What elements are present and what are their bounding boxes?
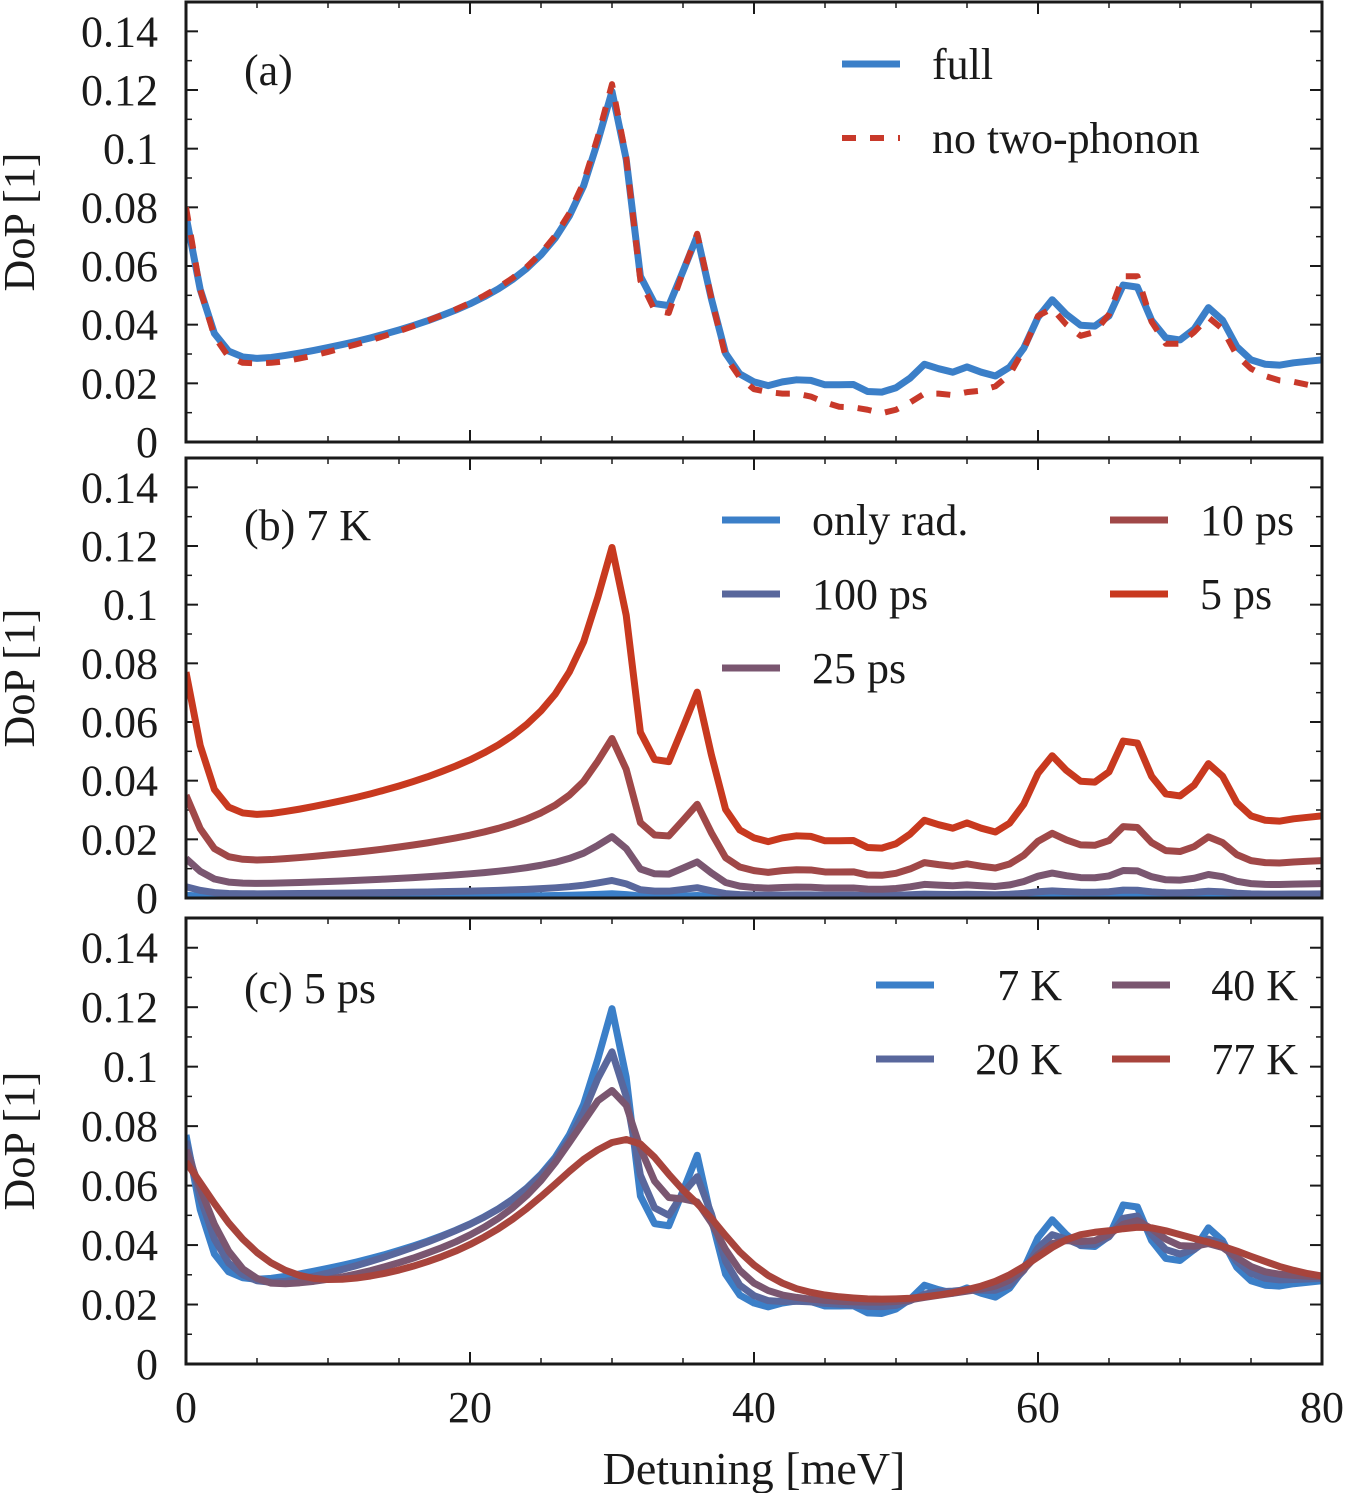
y-tick-label: 0.12 (81, 522, 158, 571)
y-tick-label: 0.02 (81, 359, 158, 408)
y-tick-label: 0.14 (81, 924, 158, 973)
y-tick-label: 0.08 (81, 1102, 158, 1151)
legend-label: 10 ps (1200, 496, 1294, 545)
panel-c: 0 0.02 0.04 0.06 0.08 0.1 0.12 0.14 DoP [1] 0 20 40… (0, 916, 1344, 1432)
y-tick-label: 0.1 (103, 125, 158, 174)
y-tick-label: 0.02 (81, 815, 158, 864)
series-line-10-ps (186, 735, 1322, 879)
x-tick-label: 0 (175, 1383, 197, 1432)
y-tick-label: 0.06 (81, 698, 158, 747)
legend: only rad. 100 ps 25 ps 10 ps 5 ps (722, 496, 1294, 693)
panel-label: (a) (244, 46, 293, 95)
series-line-25-ps (186, 833, 1322, 893)
y-tick-label: 0.06 (81, 1162, 158, 1211)
legend-label: 25 ps (812, 644, 906, 693)
x-axis-title: Detuning [meV] (603, 1443, 906, 1493)
y-tick-label: 0.14 (81, 463, 158, 512)
y-axis-title: DoP [1] (0, 1072, 44, 1211)
y-tick-label: 0.1 (103, 1043, 158, 1092)
y-tick-label: 0.12 (81, 983, 158, 1032)
y-tick-label: 0 (136, 1340, 158, 1389)
series-line-20-k (186, 1048, 1322, 1311)
y-tick-label: 0.08 (81, 639, 158, 688)
y-tick-label: 0.1 (103, 581, 158, 630)
y-axis-title: DoP [1] (0, 609, 44, 748)
x-tick-label: 20 (448, 1383, 492, 1432)
x-tick-label: 80 (1300, 1383, 1344, 1432)
series-line-40-k (186, 1086, 1322, 1306)
plot-frame (184, 456, 1324, 900)
x-tick-label: 60 (1016, 1383, 1060, 1432)
legend: 7 K 20 K 40 K 77 K (876, 961, 1298, 1084)
y-tick-label: 0.04 (81, 301, 158, 350)
panel-label: (b) 7 K (244, 501, 371, 550)
series-line-no-two-phonon (186, 81, 1322, 417)
legend-label: 77 K (1211, 1035, 1298, 1084)
legend: full no two-phonon (842, 40, 1200, 163)
y-tick-label: 0.08 (81, 183, 158, 232)
legend-label: 7 K (997, 961, 1062, 1010)
y-tick-label: 0.12 (81, 66, 158, 115)
y-tick-label: 0.02 (81, 1281, 158, 1330)
legend-label: full (932, 40, 993, 89)
y-tick-label: 0.04 (81, 1221, 158, 1270)
x-tick-label: 40 (732, 1383, 776, 1432)
legend-label: 100 ps (812, 570, 928, 619)
legend-label: 40 K (1211, 961, 1298, 1010)
series-line-5-ps (186, 543, 1322, 852)
y-tick-label: 0 (136, 418, 158, 467)
series-line-100-ps (186, 876, 1322, 898)
y-tick-label: 0.04 (81, 757, 158, 806)
legend-label: 20 K (975, 1035, 1062, 1084)
y-tick-label: 0 (136, 874, 158, 923)
plot-frame (184, 916, 1324, 1366)
panel-label: (c) 5 ps (244, 964, 376, 1013)
y-axis-title: DoP [1] (0, 153, 44, 292)
panel-a: 0 0.02 0.04 0.06 0.08 0.1 0.12 0.14 DoP [1] (a) fu… (0, 0, 1324, 467)
legend-label: only rad. (812, 496, 968, 545)
plot-frame (184, 0, 1324, 444)
y-tick-label: 0.06 (81, 242, 158, 291)
legend-label: 5 ps (1200, 570, 1272, 619)
panel-b: 0 0.02 0.04 0.06 0.08 0.1 0.12 0.14 DoP [1] (b) 7… (0, 456, 1324, 923)
series-line-77-k (186, 1136, 1322, 1303)
y-tick-label: 0.14 (81, 7, 158, 56)
legend-label: no two-phonon (932, 114, 1200, 163)
